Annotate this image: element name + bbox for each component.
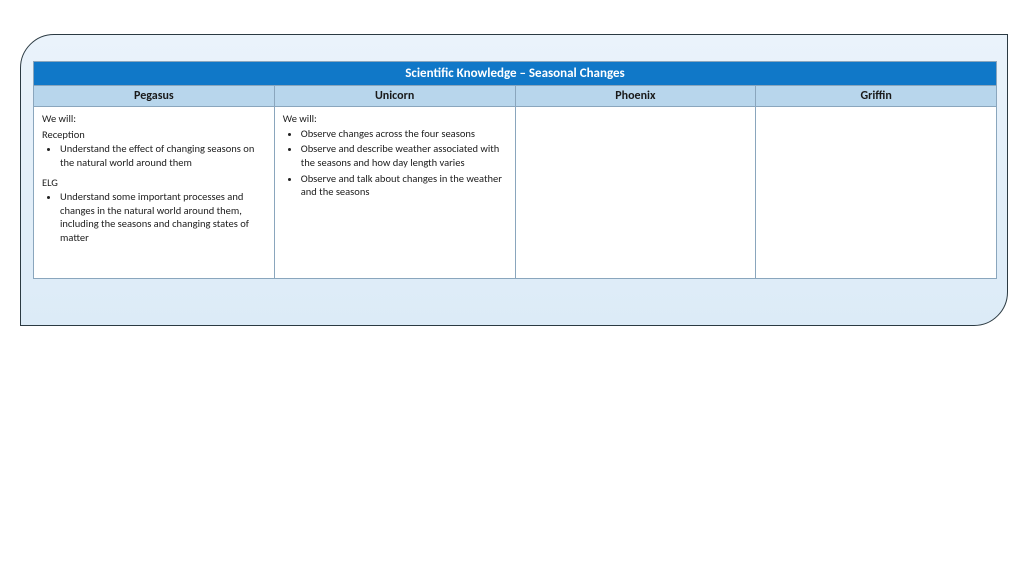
unicorn-list: Observe changes across the four seasons … [301, 127, 507, 199]
unicorn-bullet: Observe and describe weather associated … [301, 142, 507, 169]
pegasus-section-heading-0: Reception [42, 128, 266, 142]
cell-pegasus: We will: Reception Understand the effect… [34, 107, 275, 279]
table-title-row: Scientific Knowledge – Seasonal Changes [34, 62, 997, 86]
table-title: Scientific Knowledge – Seasonal Changes [34, 62, 997, 86]
unicorn-intro: We will: [283, 112, 507, 126]
col-header-pegasus: Pegasus [34, 86, 275, 107]
pegasus-section-heading-1: ELG [42, 176, 266, 190]
pegasus-intro: We will: [42, 112, 266, 126]
cell-unicorn: We will: Observe changes across the four… [274, 107, 515, 279]
table-header-row: Pegasus Unicorn Phoenix Griffin [34, 86, 997, 107]
unicorn-bullet: Observe changes across the four seasons [301, 127, 507, 141]
pegasus-section-0-list: Understand the effect of changing season… [60, 142, 266, 169]
curriculum-table: Scientific Knowledge – Seasonal Changes … [33, 61, 997, 279]
pegasus-bullet: Understand some important processes and … [60, 190, 266, 245]
curriculum-panel: Scientific Knowledge – Seasonal Changes … [20, 34, 1008, 326]
pegasus-bullet: Understand the effect of changing season… [60, 142, 266, 169]
unicorn-bullet: Observe and talk about changes in the we… [301, 172, 507, 199]
table-body-row: We will: Reception Understand the effect… [34, 107, 997, 279]
col-header-unicorn: Unicorn [274, 86, 515, 107]
pegasus-section-1-list: Understand some important processes and … [60, 190, 266, 245]
cell-phoenix [515, 107, 756, 279]
col-header-griffin: Griffin [756, 86, 997, 107]
col-header-phoenix: Phoenix [515, 86, 756, 107]
cell-griffin [756, 107, 997, 279]
